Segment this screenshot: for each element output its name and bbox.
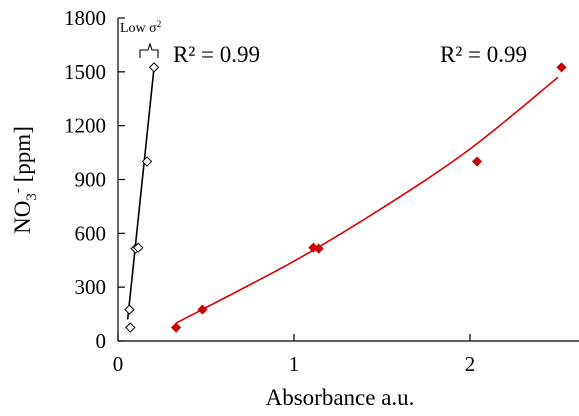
y-tick-label: 1200 (64, 114, 106, 138)
x-axis-title: Absorbance a.u. (266, 385, 415, 410)
data-point-series-1 (313, 243, 324, 254)
fit-line-series-0 (126, 67, 155, 320)
x-tick-label: 1 (289, 352, 300, 376)
data-points (124, 62, 567, 333)
data-point-series-0 (141, 156, 153, 167)
data-point-series-1 (471, 156, 483, 167)
data-point-series-0 (133, 242, 144, 253)
low-variance-brace (139, 42, 159, 58)
y-tick-label: 300 (75, 275, 107, 299)
data-point-series-0 (124, 304, 135, 315)
low-variance-label: Low σ2 (120, 19, 161, 36)
x-tick-label: 0 (113, 352, 124, 376)
data-point-series-1 (556, 62, 567, 73)
fit-lines (126, 67, 559, 324)
fit-line-series-1 (175, 76, 559, 324)
y-tick-label: 600 (75, 221, 107, 245)
data-point-series-1 (197, 304, 208, 315)
y-tick-label: 0 (96, 329, 107, 353)
data-point-series-1 (171, 322, 182, 333)
y-tick-label: 1800 (64, 6, 106, 30)
x-tick-label: 2 (465, 352, 476, 376)
ticks: 0 300 600 900 1200 1500 1800 0 1 2 (64, 6, 475, 376)
data-point-series-0 (125, 322, 136, 333)
y-tick-label: 900 (75, 168, 107, 192)
y-tick-label: 1500 (64, 60, 106, 84)
data-point-series-0 (148, 62, 160, 73)
y-axis-title: NO3- [ppm] (10, 126, 40, 234)
r2-label-black: R² = 0.99 (173, 42, 260, 67)
r2-label-red: R² = 0.99 (440, 42, 527, 67)
annotations: Low σ2 R² = 0.99 R² = 0.99 (120, 19, 527, 67)
